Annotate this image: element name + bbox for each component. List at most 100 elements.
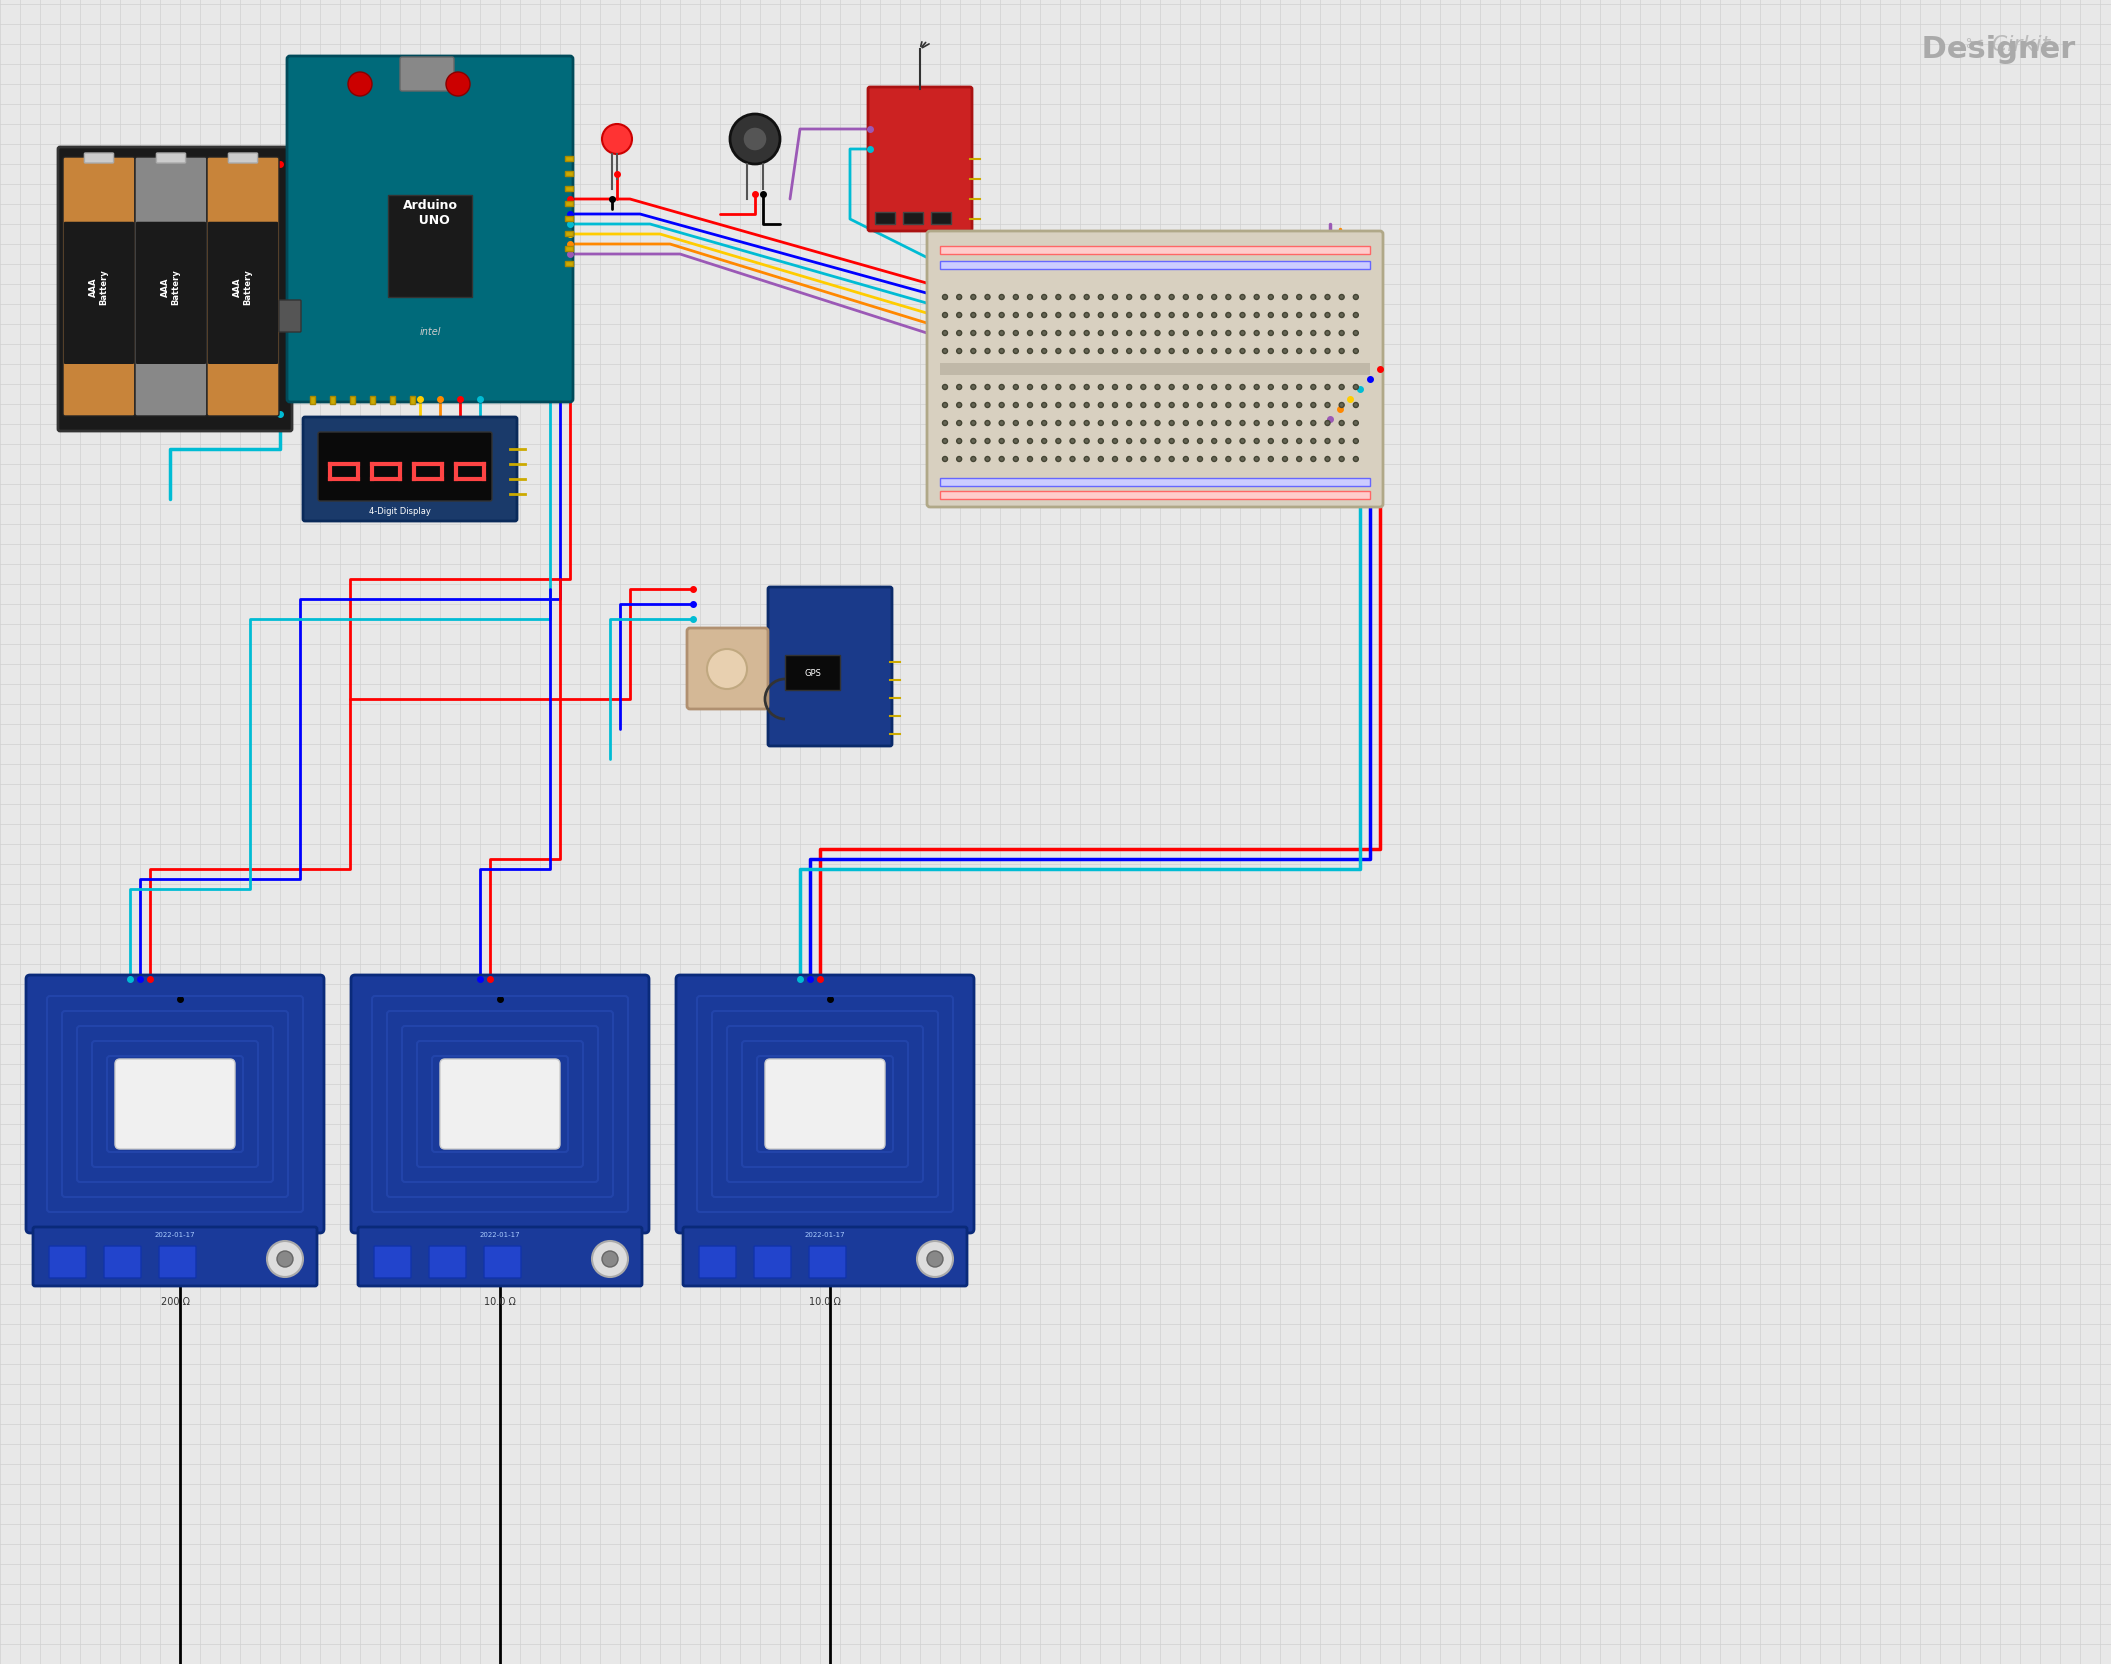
Circle shape	[986, 368, 990, 373]
Circle shape	[956, 421, 963, 426]
Circle shape	[1013, 295, 1018, 300]
Circle shape	[942, 295, 948, 300]
Circle shape	[971, 386, 975, 391]
Circle shape	[1254, 331, 1258, 336]
Circle shape	[1028, 349, 1032, 354]
Circle shape	[1028, 295, 1032, 300]
Circle shape	[1070, 421, 1074, 426]
FancyBboxPatch shape	[374, 1246, 412, 1278]
Circle shape	[730, 115, 779, 165]
Circle shape	[1098, 331, 1104, 336]
Circle shape	[1226, 386, 1231, 391]
Circle shape	[999, 331, 1005, 336]
Circle shape	[1028, 313, 1032, 318]
Bar	[939, 364, 1370, 376]
FancyBboxPatch shape	[686, 629, 768, 709]
Circle shape	[956, 386, 963, 391]
FancyBboxPatch shape	[927, 231, 1383, 508]
Circle shape	[1155, 403, 1161, 408]
Circle shape	[942, 403, 948, 408]
Circle shape	[1212, 403, 1216, 408]
Circle shape	[1353, 421, 1357, 426]
Circle shape	[1056, 403, 1062, 408]
Circle shape	[1140, 439, 1146, 444]
FancyBboxPatch shape	[868, 88, 971, 231]
FancyBboxPatch shape	[207, 158, 279, 416]
Circle shape	[1269, 368, 1273, 373]
Circle shape	[999, 421, 1005, 426]
Circle shape	[1098, 368, 1104, 373]
Circle shape	[1098, 439, 1104, 444]
Circle shape	[1326, 331, 1330, 336]
Circle shape	[1184, 439, 1188, 444]
Circle shape	[1028, 403, 1032, 408]
Circle shape	[1041, 386, 1047, 391]
Circle shape	[1155, 295, 1161, 300]
Circle shape	[1254, 295, 1258, 300]
Circle shape	[971, 403, 975, 408]
Circle shape	[1041, 403, 1047, 408]
Circle shape	[1212, 439, 1216, 444]
Circle shape	[1041, 349, 1047, 354]
FancyBboxPatch shape	[63, 158, 135, 416]
Bar	[566, 156, 572, 161]
Circle shape	[1283, 421, 1288, 426]
Circle shape	[1296, 386, 1302, 391]
Circle shape	[1070, 331, 1074, 336]
Circle shape	[1140, 403, 1146, 408]
Circle shape	[971, 421, 975, 426]
Circle shape	[1098, 421, 1104, 426]
Circle shape	[1085, 439, 1089, 444]
FancyBboxPatch shape	[84, 153, 114, 163]
Circle shape	[1013, 349, 1018, 354]
Circle shape	[707, 649, 747, 689]
Bar	[388, 196, 473, 298]
Text: 2022-01-17: 2022-01-17	[154, 1231, 196, 1238]
Circle shape	[1140, 458, 1146, 463]
Circle shape	[1169, 368, 1174, 373]
Circle shape	[1254, 313, 1258, 318]
Circle shape	[999, 295, 1005, 300]
Circle shape	[942, 368, 948, 373]
Circle shape	[1155, 458, 1161, 463]
Circle shape	[1311, 295, 1315, 300]
Circle shape	[1226, 368, 1231, 373]
Circle shape	[986, 295, 990, 300]
Circle shape	[1311, 313, 1315, 318]
Circle shape	[1098, 386, 1104, 391]
Circle shape	[971, 331, 975, 336]
Circle shape	[1326, 386, 1330, 391]
FancyBboxPatch shape	[135, 223, 207, 364]
Circle shape	[1098, 349, 1104, 354]
Circle shape	[999, 458, 1005, 463]
Bar	[904, 213, 923, 225]
Circle shape	[1311, 386, 1315, 391]
Circle shape	[1041, 368, 1047, 373]
FancyBboxPatch shape	[209, 223, 279, 364]
Text: intel: intel	[420, 326, 441, 336]
Circle shape	[1169, 386, 1174, 391]
Circle shape	[986, 331, 990, 336]
Circle shape	[1013, 439, 1018, 444]
Circle shape	[1028, 458, 1032, 463]
Circle shape	[942, 331, 948, 336]
Circle shape	[1041, 421, 1047, 426]
Circle shape	[1283, 313, 1288, 318]
Circle shape	[1296, 349, 1302, 354]
Circle shape	[1112, 386, 1117, 391]
Circle shape	[1283, 349, 1288, 354]
Circle shape	[1311, 421, 1315, 426]
Circle shape	[1338, 439, 1345, 444]
Circle shape	[1169, 349, 1174, 354]
FancyBboxPatch shape	[350, 975, 648, 1233]
Circle shape	[1296, 331, 1302, 336]
Circle shape	[1127, 458, 1131, 463]
Circle shape	[1338, 313, 1345, 318]
Circle shape	[1155, 386, 1161, 391]
Circle shape	[1283, 386, 1288, 391]
Circle shape	[1226, 349, 1231, 354]
FancyBboxPatch shape	[754, 1246, 792, 1278]
Circle shape	[1169, 331, 1174, 336]
Circle shape	[942, 349, 948, 354]
FancyBboxPatch shape	[768, 587, 893, 747]
